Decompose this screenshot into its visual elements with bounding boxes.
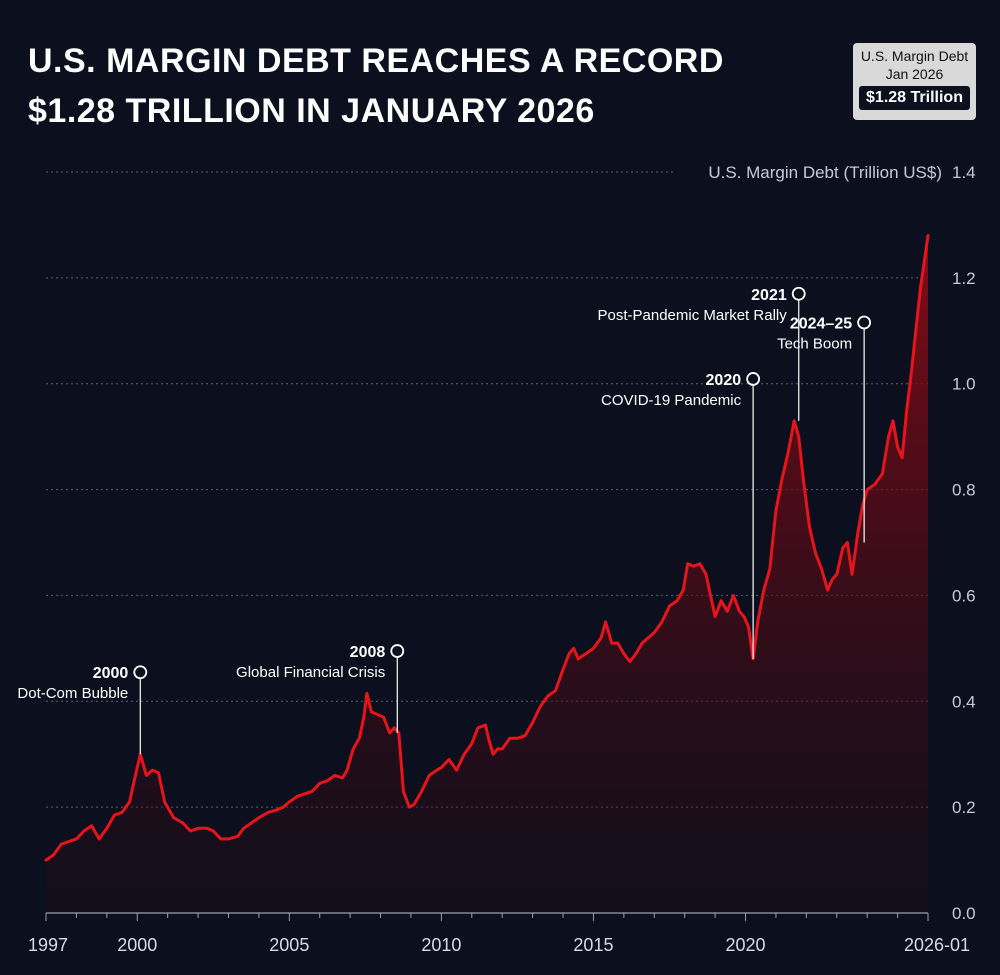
annotation-marker-2008 (390, 644, 405, 658)
badge-label-line-2: Jan 2026 (885, 66, 944, 82)
x-tick-label-2000: 2000 (117, 935, 157, 955)
annotation-marker-2020 (746, 372, 761, 386)
x-tick-label-2005: 2005 (269, 935, 309, 955)
series-area (46, 235, 928, 913)
y-tick-label-0.6: 0.6 (952, 586, 976, 605)
x-axis (45, 912, 929, 921)
y-axis-labels: 0.0 0.2 0.4 0.6 0.8 1.0 1.2 1.4 (952, 163, 976, 923)
y-tick-label-1.0: 1.0 (952, 375, 976, 394)
annotation-label-2020: COVID-19 Pandemic (601, 392, 742, 409)
title-line-1: U.S. Margin Debt Reaches a Record (28, 42, 724, 80)
y-tick-label-0.4: 0.4 (952, 692, 976, 711)
y-axis-title: U.S. Margin Debt (Trillion US$) (708, 163, 942, 182)
y-tick-label-0.0: 0.0 (952, 904, 976, 923)
annotation-label-2000: Dot-Com Bubble (17, 685, 128, 702)
annotation-marker-2021 (791, 286, 806, 301)
annotation-label-2008: Global Financial Crisis (236, 664, 385, 681)
x-tick-label-1997: 1997 (28, 935, 68, 955)
annotation-label-2021: Post-Pandemic Market Rally (598, 307, 788, 324)
x-tick-label-2020: 2020 (725, 935, 765, 955)
summary-badge: U.S. Margin Debt Jan 2026 $1.28 Trillion (853, 43, 976, 120)
y-tick-label-0.8: 0.8 (952, 481, 976, 500)
x-tick-label-2010: 2010 (421, 935, 461, 955)
x-tick-label-2026-01: 2026-01 (904, 935, 970, 955)
y-tick-label-1.2: 1.2 (952, 269, 976, 288)
chart-title: U.S. Margin Debt Reaches a Record $1.28 … (28, 36, 724, 136)
annotation-year-2021: 2021 (751, 287, 787, 304)
annotation-marker-2024-25 (857, 315, 872, 330)
annotation-year-2008: 2008 (350, 644, 386, 661)
series-line (44, 234, 930, 862)
annotation-marker-2000 (133, 665, 148, 680)
title-line-2: $1.28 Trillion in January 2026 (28, 92, 595, 130)
y-tick-label-1.4: 1.4 (952, 163, 976, 182)
annotation-label-2024-25: Tech Boom (777, 336, 852, 353)
badge-value: $1.28 Trillion (859, 86, 970, 110)
badge-label-line-1: U.S. Margin Debt (860, 48, 969, 64)
annotation-year-2020: 2020 (706, 372, 742, 389)
annotation-year-2000: 2000 (93, 665, 129, 682)
x-tick-label-2015: 2015 (573, 935, 613, 955)
y-tick-label-0.2: 0.2 (952, 798, 976, 817)
annotations: 2000 Dot-Com Bubble 2008 Global Financial C… (17, 286, 872, 755)
x-axis-labels: 1997 2000 2005 2010 2015 2020 2026-01 (28, 935, 970, 955)
annotation-year-2024-25: 2024–25 (790, 316, 852, 333)
